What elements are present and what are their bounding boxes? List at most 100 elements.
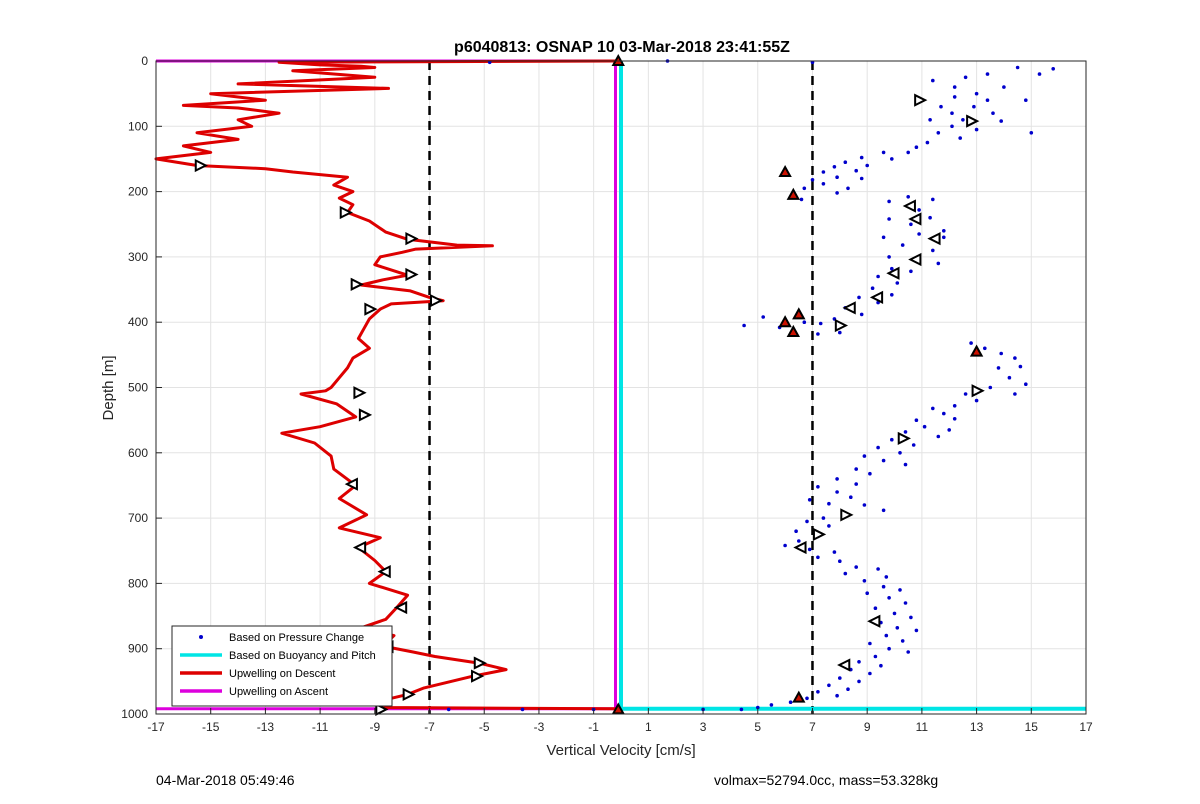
pressure-point-167 (756, 705, 760, 710)
marker-right-14 (966, 114, 980, 128)
marker-left-8 (908, 252, 922, 267)
pressure-point-107 (881, 458, 886, 463)
pressure-point-22 (950, 124, 954, 129)
marker-left-9 (886, 266, 900, 280)
pressure-point-26 (958, 136, 962, 140)
pressure-point-36 (854, 168, 858, 173)
x-tick-label-1: -15 (202, 720, 220, 734)
pressure-point-97 (914, 418, 919, 423)
pressure-point-58 (931, 248, 935, 253)
series-buoyancy-pitch-line (619, 61, 1086, 711)
pressure-point-100 (903, 430, 908, 434)
pressure-point-84 (1013, 356, 1017, 360)
marker-left-13 (837, 658, 851, 672)
pressure-point-106 (862, 454, 867, 458)
pressure-point-75 (761, 315, 765, 319)
pressure-point-110 (868, 471, 872, 476)
pressure-point-163 (835, 693, 839, 698)
pressure-point-46 (906, 195, 910, 199)
y-tick-label-9: 900 (128, 642, 148, 656)
pressure-point-111 (835, 477, 839, 481)
pressure-point-101 (936, 434, 941, 439)
pressure-point-32 (890, 157, 894, 161)
pressure-point-119 (881, 508, 886, 513)
y-tick-label-6: 600 (128, 446, 148, 460)
pressure-point-129 (832, 550, 837, 554)
pressure-point-126 (797, 539, 801, 543)
pressure-point-113 (816, 485, 820, 489)
pressure-point-63 (909, 269, 913, 274)
y-axis-label: Depth [m] (100, 355, 117, 420)
pressure-point-166 (769, 703, 774, 707)
marker-left-0 (344, 477, 358, 491)
marker-left-2 (377, 565, 391, 579)
y-tick-label-0: 0 (141, 54, 148, 68)
x-tick-label-10: 3 (700, 720, 707, 734)
pressure-point-105 (898, 451, 902, 455)
x-tick-label-6: -5 (479, 720, 490, 734)
pressure-point-171 (520, 707, 525, 712)
pressure-point-89 (1013, 392, 1017, 396)
pressure-point-151 (887, 646, 891, 651)
y-tick-label-10: 1000 (121, 707, 148, 721)
pressure-point-130 (816, 555, 820, 560)
series-upwelling-ascent-line (156, 59, 617, 711)
pressure-point-98 (922, 424, 927, 429)
legend-label-2: Upwelling on Descent (229, 668, 335, 680)
marker-right-7 (353, 386, 367, 400)
marker-red-8 (792, 690, 806, 703)
pressure-point-158 (838, 676, 842, 680)
pressure-point-123 (827, 524, 831, 528)
marker-left-14 (793, 540, 807, 555)
pressure-point-153 (873, 654, 878, 659)
plot-series (154, 53, 1086, 717)
pressure-point-27 (925, 140, 930, 145)
pressure-point-109 (854, 467, 858, 471)
pressure-point-103 (911, 443, 916, 447)
x-tick-label-13: 9 (864, 720, 871, 734)
pressure-point-118 (862, 503, 867, 507)
pressure-point-42 (846, 186, 850, 191)
y-tick-label-5: 500 (128, 381, 148, 395)
pressure-point-127 (783, 543, 787, 548)
marker-right-0 (194, 158, 209, 173)
pressure-point-88 (1024, 382, 1028, 387)
pressure-point-13 (985, 98, 990, 102)
pressure-point-52 (909, 222, 913, 227)
pressure-point-157 (868, 671, 872, 676)
pressure-point-28 (914, 145, 919, 149)
pressure-point-140 (887, 596, 891, 600)
legend-label-0: Based on Pressure Change (229, 632, 364, 644)
x-tick-label-7: -3 (534, 720, 545, 734)
pressure-point-66 (870, 286, 875, 291)
pressure-point-54 (917, 232, 921, 236)
pressure-point-132 (854, 565, 858, 569)
pressure-point-39 (810, 178, 815, 182)
pressure-point-86 (996, 366, 1001, 370)
marker-left-1 (352, 540, 367, 555)
pressure-point-67 (890, 293, 894, 297)
pressure-point-56 (942, 235, 946, 240)
marker-red-5 (778, 315, 792, 328)
pressure-point-37 (821, 170, 826, 174)
marker-right-6 (364, 302, 378, 316)
marker-red-1 (611, 702, 625, 715)
marker-left-6 (908, 212, 922, 226)
pressure-point-82 (983, 346, 987, 351)
pressure-point-51 (887, 217, 891, 221)
y-tick-label-4: 400 (128, 315, 148, 329)
pressure-point-65 (895, 281, 900, 285)
marker-right-1 (339, 205, 353, 220)
pressure-point-5 (985, 72, 990, 76)
pressure-point-25 (1029, 131, 1034, 135)
pressure-point-16 (972, 104, 976, 109)
x-tick-label-2: -13 (257, 720, 275, 734)
pressure-point-134 (843, 571, 848, 576)
pressure-point-104 (876, 445, 880, 450)
pressure-point-31 (859, 155, 864, 160)
marker-left-12 (867, 614, 881, 628)
legend-label-1: Based on Buoyancy and Pitch (229, 650, 376, 662)
marker-red-4 (792, 307, 806, 320)
pressure-point-38 (835, 175, 839, 179)
pressure-point-93 (952, 404, 957, 408)
